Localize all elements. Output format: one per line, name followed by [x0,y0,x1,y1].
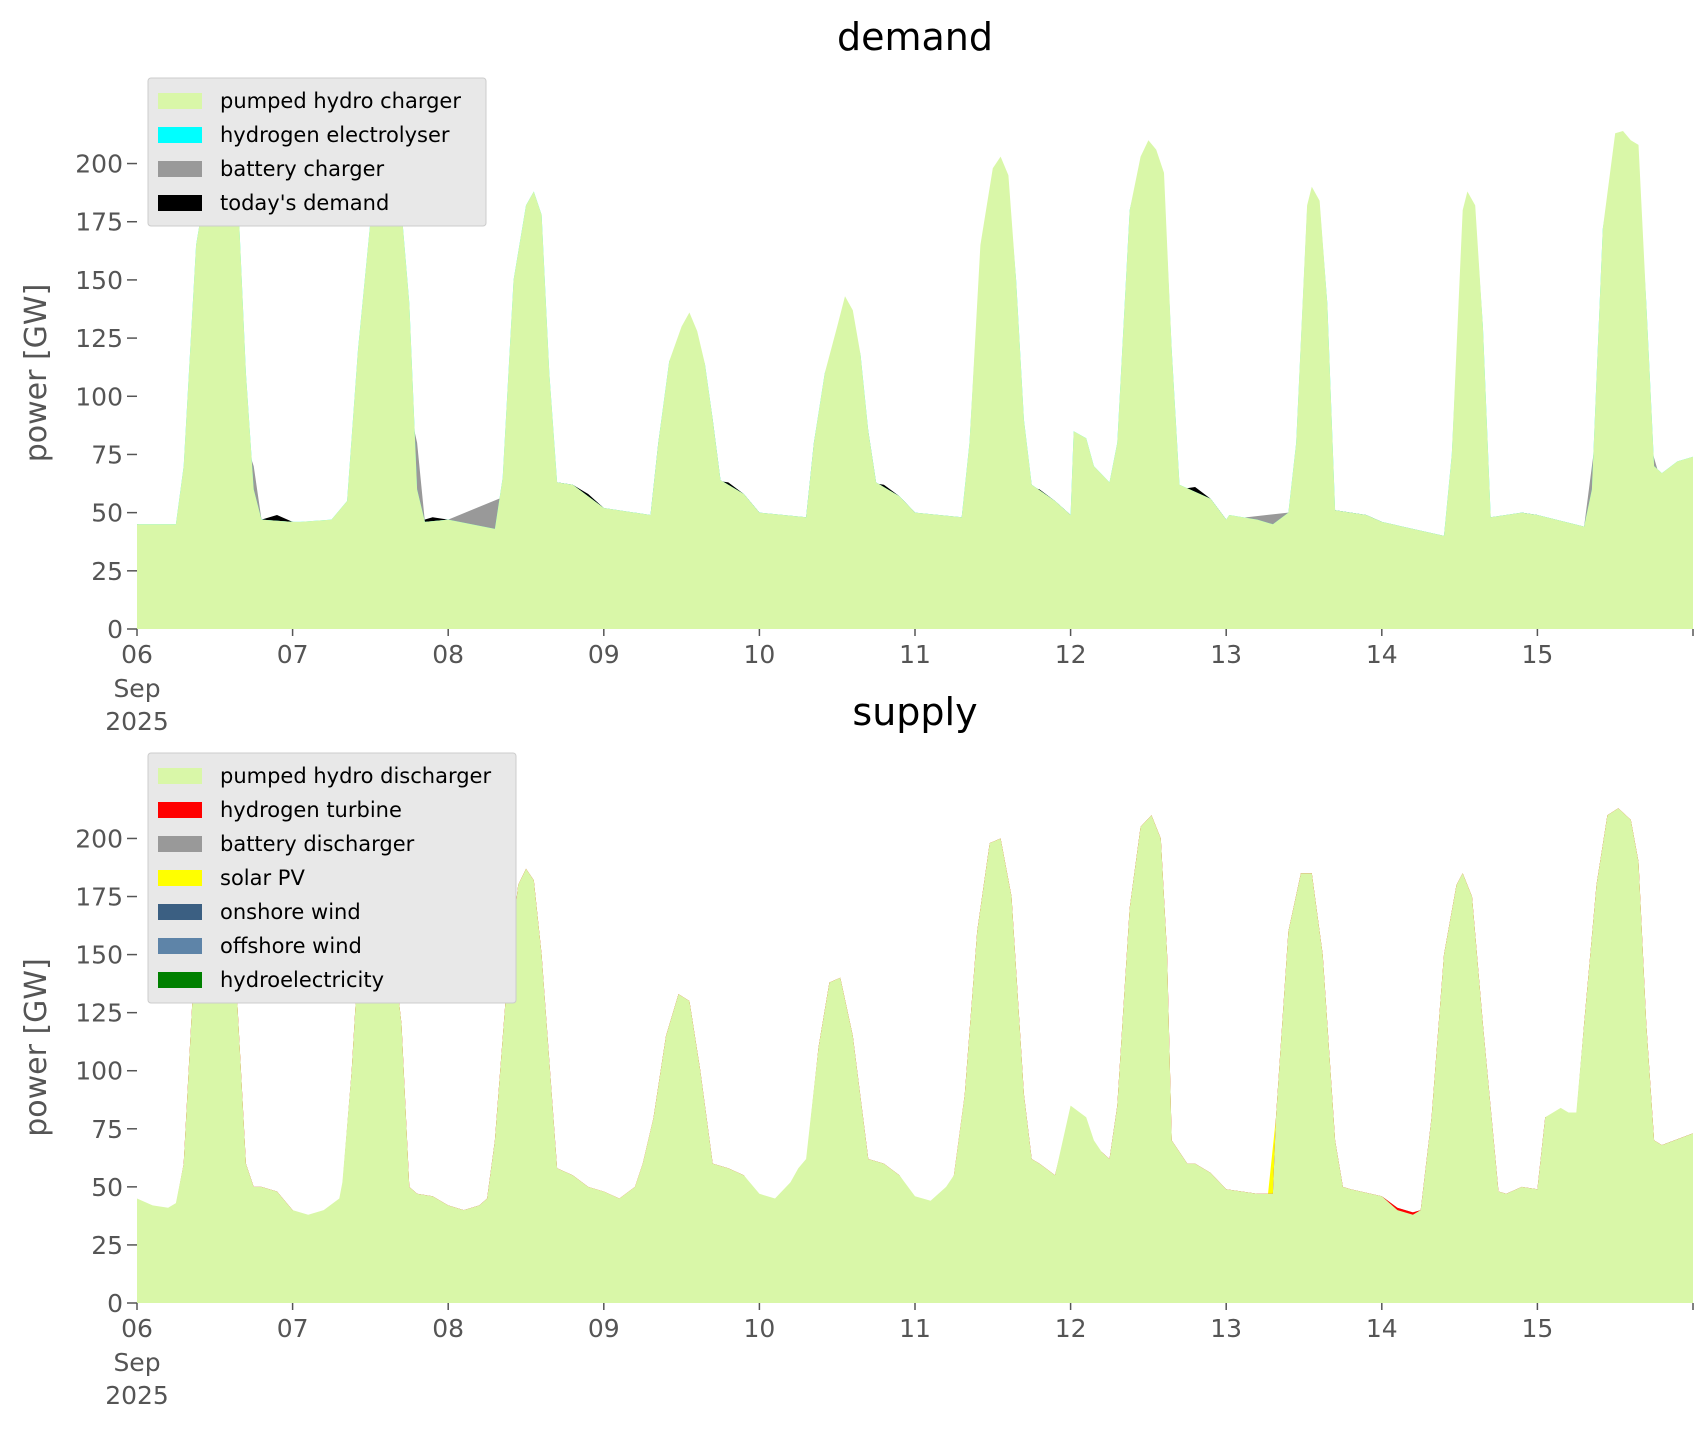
legend-swatch [158,127,202,143]
y-tick-label: 75 [91,1115,123,1144]
y-tick-label: 150 [75,266,123,295]
y-tick-label: 50 [91,1173,123,1202]
area-pumped-hydro-discharger [137,808,1693,1303]
x-tick-label: 07 [277,640,309,669]
x-tick-label: 09 [588,640,620,669]
legend-label: hydrogen turbine [220,798,402,822]
legend-label: battery charger [220,157,385,181]
y-tick-label: 0 [107,1289,123,1318]
y-tick-label: 75 [91,440,123,469]
legend-swatch [158,904,202,920]
legend-label: pumped hydro charger [220,89,461,113]
legend-swatch [158,938,202,954]
legend-label: offshore wind [220,934,362,958]
x-tick-sublabel: Sep [113,674,160,703]
legend-swatch [158,870,202,886]
legend-label: hydroelectricity [220,968,384,992]
legend-swatch [158,972,202,988]
legend-swatch [158,161,202,177]
x-tick-label: 14 [1366,640,1398,669]
y-tick-label: 100 [75,382,123,411]
x-tick-sublabel: Sep [113,1348,160,1377]
x-tick-label: 08 [432,1314,464,1343]
x-tick-sublabel: 2025 [105,707,169,736]
y-tick-label: 175 [75,883,123,912]
x-tick-label: 11 [899,1314,931,1343]
x-tick-label: 06 [121,640,153,669]
legend-label: pumped hydro discharger [220,764,491,788]
x-tick-label: 15 [1521,640,1553,669]
y-axis-label: power [GW] [19,958,54,1137]
y-tick-label: 125 [75,324,123,353]
legend-swatch [158,802,202,818]
x-tick-label: 14 [1366,1314,1398,1343]
legend-swatch [158,93,202,109]
y-tick-label: 25 [91,557,123,586]
legend-label: battery discharger [220,832,415,856]
series-areas [137,131,1693,629]
y-tick-label: 0 [107,615,123,644]
legend-label: hydrogen electrolyser [220,123,450,147]
legend-swatch [158,768,202,784]
legend-box [147,752,517,1004]
x-tick-label: 11 [899,640,931,669]
x-tick-sublabel: 2025 [105,1381,169,1410]
y-tick-label: 125 [75,999,123,1028]
x-tick-label: 10 [743,640,775,669]
legend-label: solar PV [220,866,305,890]
legend-label: onshore wind [220,900,361,924]
x-tick-label: 10 [743,1314,775,1343]
legend: pumped hydro charger hydrogen electrolyse… [147,77,487,227]
x-tick-label: 13 [1210,640,1242,669]
x-tick-label: 12 [1055,1314,1087,1343]
x-tick-label: 08 [432,640,464,669]
x-tick-label: 15 [1521,1314,1553,1343]
y-tick-label: 50 [91,499,123,528]
y-tick-label: 200 [75,824,123,853]
x-tick-label: 12 [1055,640,1087,669]
y-axis-label: power [GW] [19,284,54,463]
legend-swatch [158,195,202,211]
chart-title-demand: demand [837,15,993,59]
y-tick-label: 200 [75,150,123,179]
legend-label: today's demand [220,191,389,215]
panel-demand: demand power [GW] 0 25 50 75 100 125 150 175 200 06… [19,15,1694,736]
y-tick-label: 150 [75,941,123,970]
panel-supply: supply power [GW] 0 25 50 75 100 125 150 175 200 06… [19,690,1694,1410]
legend-swatch [158,836,202,852]
x-tick-label: 07 [277,1314,309,1343]
legend: pumped hydro discharger hydrogen turbine b… [147,752,517,1004]
legend-box [147,77,487,227]
area-pumped-hydro-charger [137,131,1693,629]
y-tick-label: 25 [91,1231,123,1260]
x-tick-label: 09 [588,1314,620,1343]
chart-title-supply: supply [852,690,977,734]
y-tick-label: 100 [75,1057,123,1086]
series-areas [137,808,1693,1303]
x-tick-label: 06 [121,1314,153,1343]
x-tick-label: 13 [1210,1314,1242,1343]
y-tick-label: 175 [75,208,123,237]
